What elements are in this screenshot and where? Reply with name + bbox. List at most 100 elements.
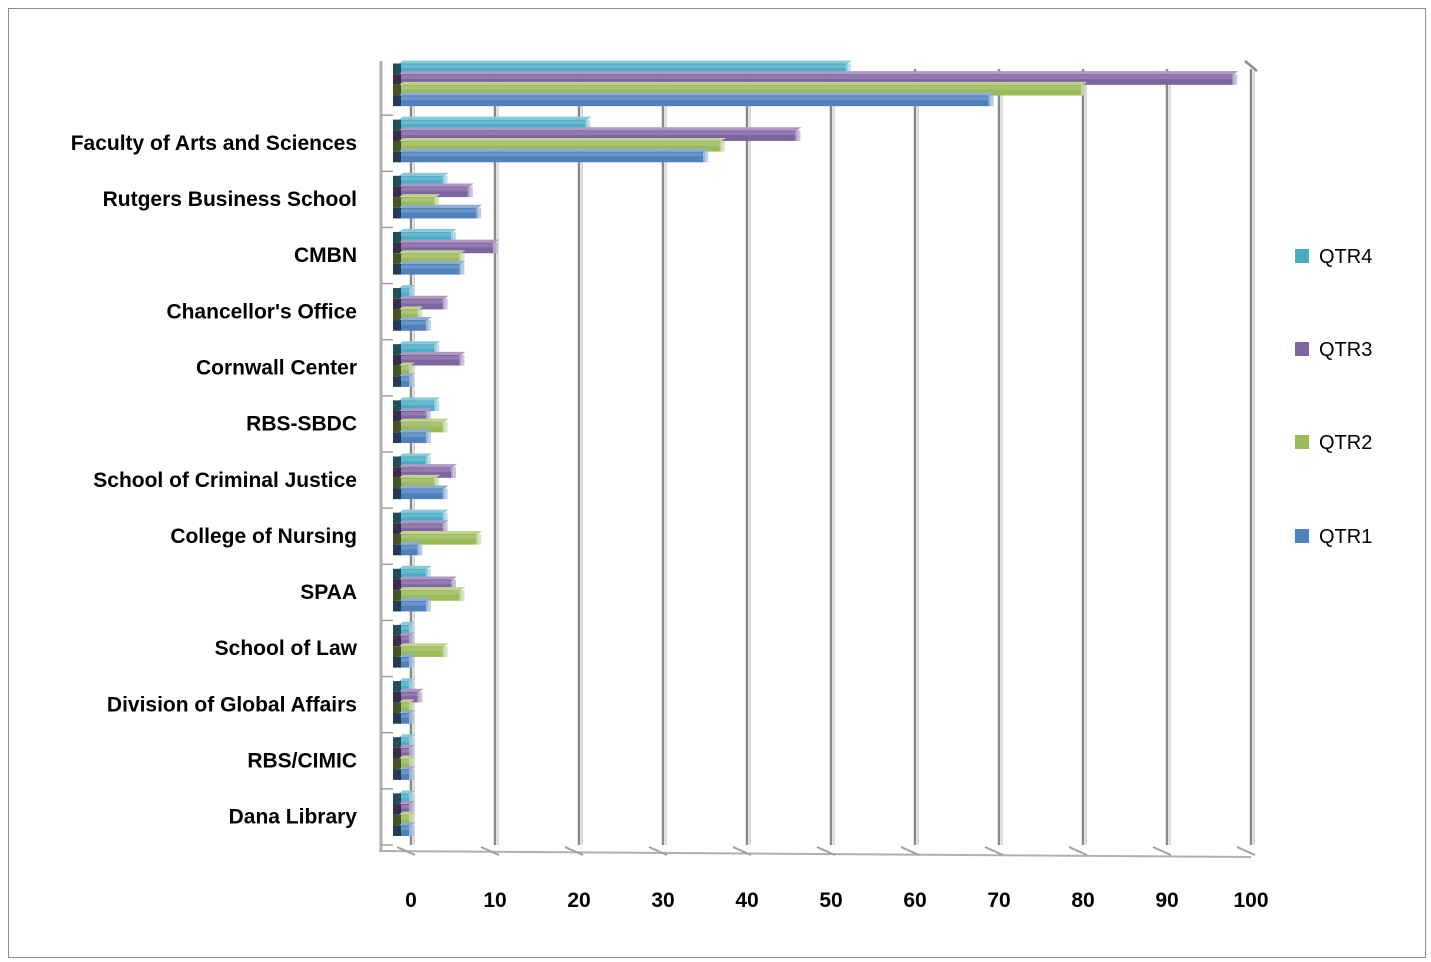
- gridline-floor: [1152, 846, 1172, 856]
- bar-top-face: [399, 194, 441, 198]
- bar-top-face: [399, 734, 415, 738]
- bar-highlight: [399, 524, 445, 529]
- category-labels: Faculty of Arts and Sciences Rutgers Busi…: [71, 132, 358, 829]
- bar-side-face: [393, 681, 401, 692]
- bar-front-face: [399, 242, 495, 254]
- legend-entry-qtr4: QTR4: [1295, 246, 1372, 268]
- bar-top-face: [399, 295, 449, 299]
- bar-qtr2: [393, 474, 441, 489]
- bar-qtr2: [393, 643, 449, 657]
- bar-highlight: [399, 826, 411, 831]
- bar-end-cap: [434, 477, 440, 489]
- bar-highlight: [399, 85, 1083, 90]
- bar-top-face: [399, 811, 415, 815]
- bar-front-face: [399, 231, 453, 243]
- category-label: Cornwall Center: [196, 357, 357, 380]
- bar-end-cap: [459, 354, 465, 366]
- gridline-floor: [396, 846, 416, 856]
- bar-front-face: [399, 600, 428, 612]
- bar-side-face: [393, 63, 401, 75]
- bar-front-face: [399, 804, 411, 815]
- bar-qtr4: [393, 565, 432, 580]
- category-label: RBS-SBDC: [246, 413, 357, 436]
- gridlines: [381, 60, 1258, 856]
- bar-end-cap: [409, 825, 414, 837]
- bar-side-face: [393, 814, 401, 826]
- bar-highlight: [399, 569, 428, 574]
- bar-end-cap: [409, 365, 414, 377]
- bar-top-face: [399, 520, 449, 524]
- bar-end-cap: [409, 713, 414, 724]
- bar-side-face: [393, 95, 401, 107]
- bar-top-face: [399, 474, 441, 478]
- bar-end-cap: [425, 320, 431, 331]
- bar-front-face: [399, 533, 479, 545]
- bar-qtr3: [393, 239, 499, 254]
- bar-top-face: [399, 341, 441, 345]
- bar-highlight: [399, 545, 420, 550]
- bar-qtr4: [393, 509, 449, 524]
- bar-highlight: [399, 321, 428, 325]
- bar-end-cap: [409, 758, 414, 770]
- bar-qtr2: [393, 587, 466, 601]
- bar-side-face: [393, 804, 401, 815]
- bar-top-face: [399, 744, 415, 748]
- bar-side-face: [393, 600, 401, 612]
- bar-qtr3: [393, 576, 457, 591]
- bar-front-face: [399, 84, 1083, 96]
- legend: QTR4 QTR3 QTR2 QTR1: [1295, 246, 1372, 548]
- bar-end-cap: [845, 63, 851, 75]
- bar-end-cap: [1081, 84, 1086, 96]
- bar-side-face: [393, 231, 401, 243]
- bar-front-face: [399, 568, 428, 580]
- bar-front-face: [399, 298, 445, 310]
- bar-qtr4: [393, 341, 441, 355]
- bar-end-cap: [459, 590, 465, 601]
- bar-end-cap: [425, 568, 431, 580]
- x-tick-label: 80: [1071, 889, 1094, 912]
- bar-highlight: [399, 513, 445, 518]
- bar-top-face: [399, 464, 457, 468]
- bar-highlight: [399, 759, 411, 764]
- gridline-floor: [480, 846, 500, 856]
- bar-side-face: [393, 344, 401, 355]
- bar-top-face: [399, 306, 424, 310]
- bar-end-cap: [409, 769, 414, 780]
- bar-front-face: [399, 151, 705, 163]
- bar-end-cap: [459, 253, 465, 264]
- bar-end-cap: [409, 793, 414, 805]
- bar-side-face: [393, 263, 401, 275]
- bar-qtr2: [393, 699, 415, 714]
- bar-side-face: [393, 702, 401, 714]
- bar-highlight: [399, 703, 411, 708]
- bar-side-face: [393, 523, 401, 534]
- bar-front-face: [399, 432, 428, 444]
- bar-end-cap: [476, 207, 482, 219]
- category-label: Rutgers Business School: [103, 188, 357, 211]
- category-label: School of Criminal Justice: [93, 469, 357, 492]
- bar-end-cap: [442, 298, 448, 310]
- category-label: Faculty of Arts and Sciences: [71, 132, 357, 155]
- bar-side-face: [393, 713, 401, 724]
- bar-end-cap: [442, 488, 448, 500]
- bar-top-face: [399, 418, 449, 422]
- bar-front-face: [399, 207, 479, 219]
- bar-highlight: [399, 377, 411, 381]
- bar-highlight: [399, 299, 445, 304]
- bar-qtr3: [393, 408, 432, 422]
- bar-top-face: [399, 116, 592, 120]
- bar-front-face: [399, 477, 437, 489]
- bar-top-face: [399, 632, 415, 636]
- bar-side-face: [393, 253, 401, 264]
- bar-qtr2: [393, 362, 415, 377]
- bar-qtr4: [393, 116, 592, 131]
- bar-qtr4: [393, 734, 415, 748]
- bar-front-face: [399, 263, 462, 275]
- bar-highlight: [399, 152, 705, 157]
- bar-side-face: [393, 456, 401, 468]
- bar-top-face: [399, 576, 457, 580]
- bar-qtr3: [393, 520, 449, 534]
- bar-front-face: [399, 253, 462, 264]
- bar-end-cap: [409, 656, 414, 668]
- bar-qtr2: [393, 250, 466, 264]
